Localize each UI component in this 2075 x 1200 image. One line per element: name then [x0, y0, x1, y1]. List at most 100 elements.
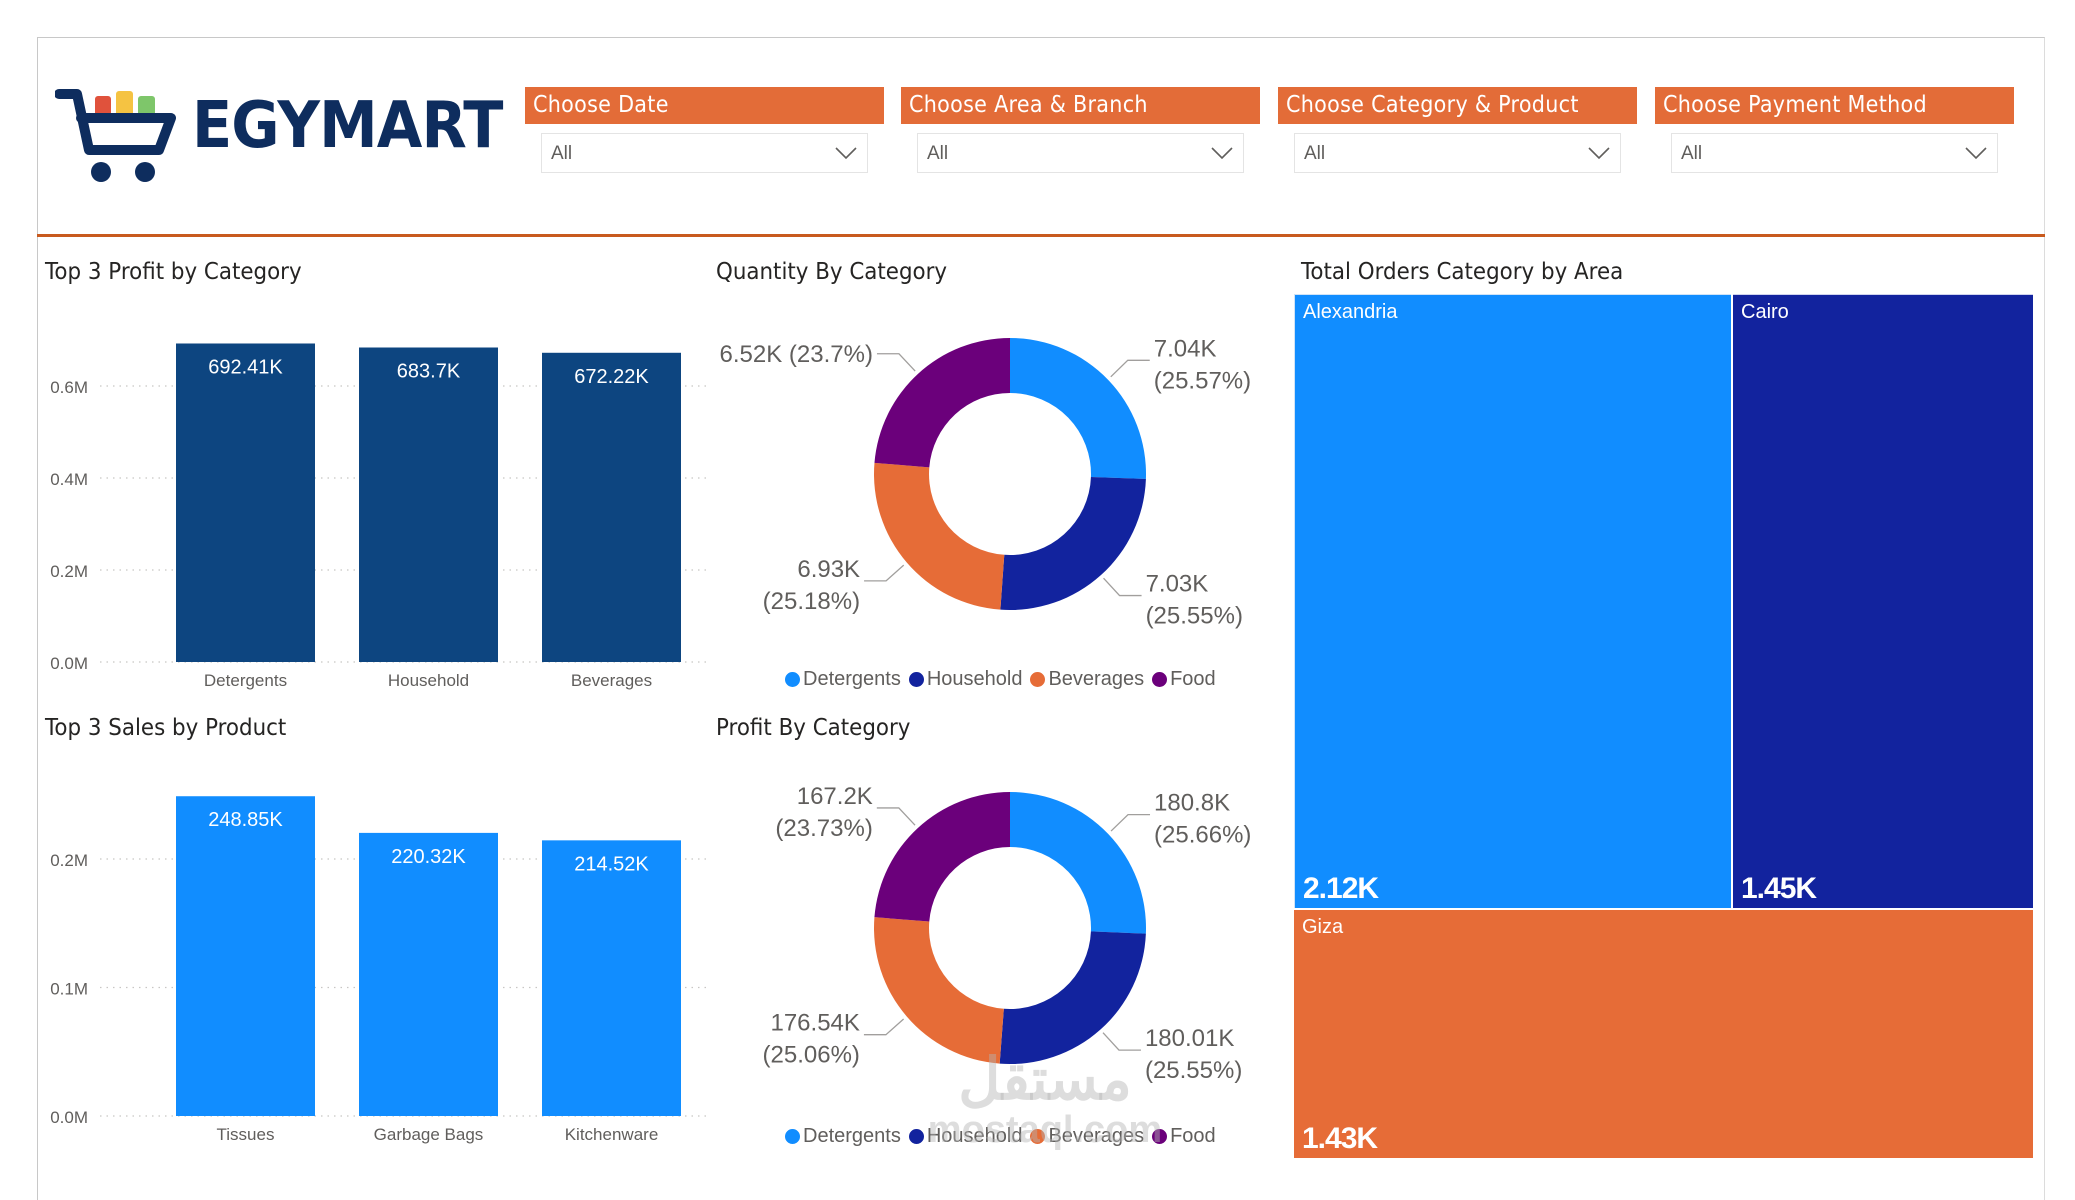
chevron-down-icon [1588, 147, 1610, 160]
chart-profit-by-category: 180.8K (25.66%) 180.01K (25.55%) 176.54K (25.… [763, 783, 1252, 1084]
donut-percent-label: (23.73%) [775, 815, 872, 842]
x-tick-label: Garbage Bags [374, 1125, 484, 1144]
x-tick-label: Kitchenware [565, 1125, 659, 1144]
x-tick-label: Detergents [204, 671, 287, 690]
filter-payment-method: Choose Payment Method All [1655, 87, 2014, 173]
filter-category-product-label: Choose Category & Product [1278, 87, 1637, 124]
donut-leader-line [876, 807, 916, 826]
donut-leader-line [1110, 359, 1150, 378]
legend-dot-icon [1030, 672, 1046, 687]
filter-date-label: Choose Date [525, 87, 884, 124]
cart-icon [55, 89, 176, 182]
legend-label: Detergents [803, 668, 901, 690]
legend-item-beverages[interactable]: Beverages [1030, 668, 1144, 691]
filter-date-dropdown[interactable]: All [541, 133, 868, 173]
treemap-cell-cairo[interactable]: Cairo 1.45K [1733, 294, 2033, 908]
donut-slice-food [874, 792, 1010, 922]
chart-top3-sales: 0.0M 0.1M 0.2M 248.85K Tissues 220.32K Garbage… [50, 796, 710, 1144]
title-orders-by-area: Total Orders Category by Area [1301, 259, 1624, 285]
donut-slice-detergents [1010, 792, 1146, 934]
donut-leader-line [863, 1018, 905, 1036]
legend-dot-icon [1152, 672, 1168, 687]
donut-leader-line [1102, 1032, 1141, 1051]
donut-percent-label: (25.18%) [763, 588, 860, 615]
y-tick-label: 0.0M [50, 654, 88, 673]
treemap-value: 2.12K [1303, 872, 1379, 905]
filter-area-branch: Choose Area & Branch All [901, 87, 1260, 173]
title-top3-sales: Top 3 Sales by Product [45, 715, 287, 741]
donut-percent-label: (25.66%) [1154, 822, 1251, 849]
treemap-cell-alexandria[interactable]: Alexandria 2.12K [1294, 294, 1731, 908]
donut-slice-detergents [1010, 338, 1146, 479]
filter-payment-method-label: Choose Payment Method [1655, 87, 2014, 124]
donut-data-label: 180.8K [1154, 790, 1230, 817]
donut-slice-beverages [873, 917, 1004, 1064]
donut-slice-household [999, 931, 1146, 1064]
legend-dot-icon [908, 672, 924, 687]
x-tick-label: Tissues [217, 1125, 275, 1144]
chevron-down-icon [835, 147, 857, 160]
legend-label: Household [926, 1125, 1023, 1147]
bar-beverages [542, 352, 681, 662]
chart-top3-profit: 0.0M 0.2M 0.4M 0.6M 692.41K Detergents 683.7K H… [50, 343, 710, 690]
donut-slice-beverages [873, 462, 1005, 610]
bar-data-label: 214.52K [574, 853, 649, 875]
legend-label: Food [1170, 1125, 1216, 1147]
title-top3-profit: Top 3 Profit by Category [45, 259, 302, 285]
bar-data-label: 220.32K [391, 846, 466, 868]
donut-leader-line [1110, 813, 1151, 832]
chevron-down-icon [1211, 147, 1233, 160]
legend-item-food[interactable]: Food [1152, 1125, 1216, 1148]
bar-data-label: 692.41K [208, 356, 283, 378]
title-quantity-by-category: Quantity By Category [716, 259, 948, 285]
legend-item-beverages[interactable]: Beverages [1030, 1125, 1144, 1148]
legend-item-household[interactable]: Household [908, 668, 1022, 691]
legend-dot-icon [785, 1129, 800, 1144]
egymart-logo: EGYMART [55, 88, 503, 193]
bar-garbage-bags [359, 832, 498, 1116]
legend-item-food[interactable]: Food [1152, 668, 1216, 691]
y-tick-label: 0.4M [50, 470, 88, 489]
filter-category-product-value: All [1304, 143, 1326, 164]
legend-label: Beverages [1048, 1125, 1145, 1147]
filter-category-product-dropdown[interactable]: All [1294, 133, 1621, 173]
filter-payment-method-value: All [1681, 143, 1703, 164]
dashboard-frame [37, 37, 2045, 1200]
legend-item-detergents[interactable]: Detergents [785, 668, 901, 691]
legend-profit-by-category: Detergents Household Beverages Food [785, 1125, 1224, 1148]
treemap-value: 1.45K [1741, 872, 1817, 905]
legend-label: Food [1170, 668, 1216, 690]
filter-date-value: All [551, 143, 573, 164]
donut-leader-line [1103, 577, 1142, 597]
bar-data-label: 683.7K [397, 360, 461, 382]
donut-data-label: 7.03K [1146, 571, 1209, 598]
treemap-cell-giza[interactable]: Giza 1.43K [1294, 910, 2033, 1158]
filter-area-branch-dropdown[interactable]: All [917, 133, 1244, 173]
donut-data-label: 6.52K (23.7%) [720, 341, 873, 368]
treemap-value: 1.43K [1302, 1122, 1378, 1155]
legend-item-household[interactable]: Household [908, 1125, 1023, 1148]
filter-area-branch-value: All [927, 143, 949, 164]
legend-label: Detergents [803, 1125, 901, 1147]
donut-data-label: 7.04K [1154, 335, 1217, 362]
y-tick-label: 0.6M [50, 378, 88, 397]
chevron-down-icon [1965, 147, 1987, 160]
filter-payment-method-dropdown[interactable]: All [1671, 133, 1998, 173]
bar-data-label: 672.22K [574, 366, 649, 388]
legend-dot-icon [1030, 1129, 1046, 1144]
filter-category-product: Choose Category & Product All [1278, 87, 1637, 173]
donut-percent-label: (25.06%) [763, 1042, 860, 1069]
bar-kitchenware [542, 840, 681, 1116]
y-tick-label: 0.2M [50, 562, 88, 581]
chart-quantity-by-category: 7.04K (25.57%) 7.03K (25.55%) 6.93K (25.18%) 6… [720, 335, 1252, 629]
legend-dot-icon [908, 1129, 924, 1144]
donut-data-label: 180.01K [1145, 1025, 1234, 1052]
treemap-label: Giza [1302, 916, 1344, 938]
donut-slice-food [874, 338, 1010, 468]
bar-household [359, 347, 498, 662]
y-tick-label: 0.0M [50, 1108, 88, 1127]
legend-item-detergents[interactable]: Detergents [785, 1125, 901, 1148]
treemap-label: Cairo [1741, 301, 1789, 323]
donut-percent-label: (25.57%) [1154, 367, 1251, 394]
donut-data-label: 176.54K [770, 1010, 859, 1037]
